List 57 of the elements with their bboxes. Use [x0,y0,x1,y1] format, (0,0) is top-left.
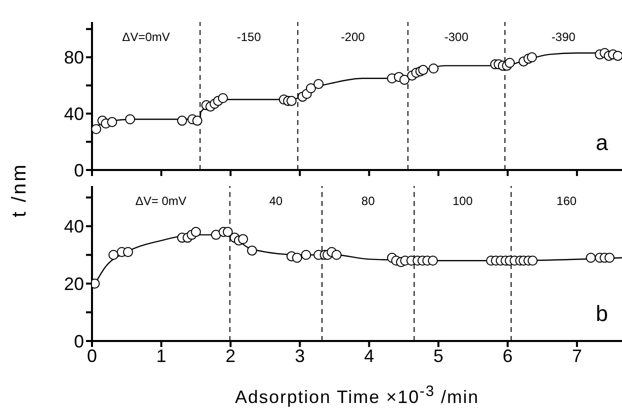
annotation: 80 [360,194,376,208]
y-tick-label: 20 [64,274,84,294]
annotation: -200 [340,30,366,44]
y-tick-label: 0 [74,160,84,180]
annotation: b [596,301,608,327]
point [604,252,615,263]
point [504,58,515,68]
point [238,234,248,244]
point [586,252,596,263]
x-tick-label: 0 [86,346,98,366]
point [286,96,297,106]
annotation: ΔV= 0mV [134,194,188,208]
point [192,116,202,126]
point [222,226,233,237]
point [247,246,258,256]
point [399,74,410,85]
point [418,64,428,75]
point [301,250,312,260]
point [218,93,228,104]
point [428,256,438,266]
annotation: 100 [452,194,474,208]
point [332,250,342,260]
annotation: a [596,130,608,156]
annotation: 40 [268,194,284,208]
point [108,250,118,260]
annotation: -300 [443,30,470,44]
point [306,83,316,94]
point [177,116,188,126]
y-tick-label: 40 [64,216,84,237]
x-tick-label: 7 [572,346,582,366]
annotation: 160 [556,194,578,208]
point [428,64,439,74]
x-axis-title: Adsorption Time ×10$^{-3}$ /min [234,382,480,408]
point [292,252,302,263]
point [125,114,136,124]
y-axis-title: t /nm [8,162,32,218]
y-tick-label: 80 [64,48,84,68]
annotation: -150 [236,30,262,44]
x-tick-label: 6 [502,346,513,366]
point [190,226,201,237]
point [528,256,538,266]
y-tick-label: 0 [74,331,84,352]
point [92,124,102,134]
annotation: -390 [550,30,576,44]
point [211,230,222,240]
x-tick-label: 4 [364,346,374,366]
y-tick-label: 40 [64,104,84,124]
point [107,117,118,128]
point [612,50,622,61]
x-tick-label: 3 [294,346,305,366]
point [526,52,537,62]
point [314,79,324,90]
x-tick-label: 1 [156,346,166,366]
annotation: ΔV=0mV [121,30,171,44]
point [123,247,134,258]
x-tick-label: 2 [226,346,236,366]
x-tick-label: 5 [433,346,444,366]
